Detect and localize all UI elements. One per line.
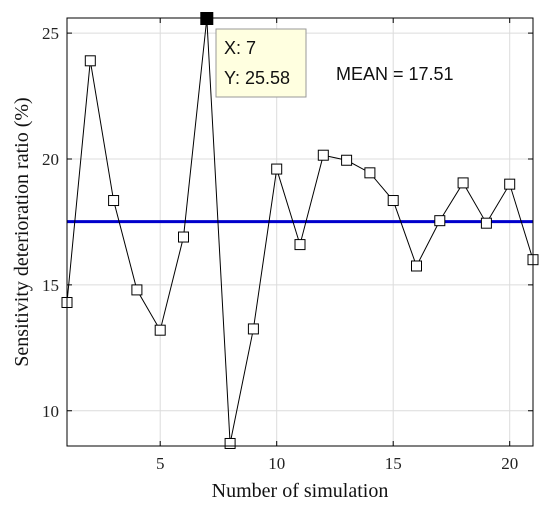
data-point [154,324,166,336]
y-tick-label: 10 [42,402,59,421]
datatip-y: Y: 25.58 [224,68,290,88]
x-tick-label: 15 [385,454,402,473]
x-tick-label: 10 [268,454,285,473]
datatip-x: X: 7 [224,38,256,58]
data-point [457,177,469,189]
data-point [504,178,516,190]
series [61,12,539,449]
datatip-box [215,28,307,98]
ticks: 5 10 15 20 10 15 20 25 [42,18,533,473]
data-point [387,195,399,207]
data-point [108,195,120,207]
data-point [131,284,143,296]
y-tick-label: 25 [42,24,59,43]
data-point [178,231,189,243]
y-tick-label: 15 [42,276,59,295]
data-point [434,215,446,227]
data-point [411,260,422,272]
data-point [84,55,96,67]
data-point [341,154,353,166]
highlighted-data-point[interactable] [200,12,214,26]
y-axis-label: Sensitivity deterioration ratio (%) [11,97,33,366]
data-point [271,163,283,175]
x-tick-label: 20 [501,454,518,473]
y-tick-label: 20 [42,150,59,169]
data-point [247,323,259,335]
x-axis-label: Number of simulation [212,480,389,502]
data-point [480,217,492,229]
grid [67,18,533,446]
mean-annotation: MEAN = 17.51 [336,64,454,84]
data-point [224,437,236,449]
x-tick-label: 5 [156,454,165,473]
datatip: X: 7 Y: 25.58 [215,28,307,98]
data-point [294,239,306,251]
plot-frame [66,17,534,447]
data-point [364,167,376,179]
data-point [317,149,329,161]
